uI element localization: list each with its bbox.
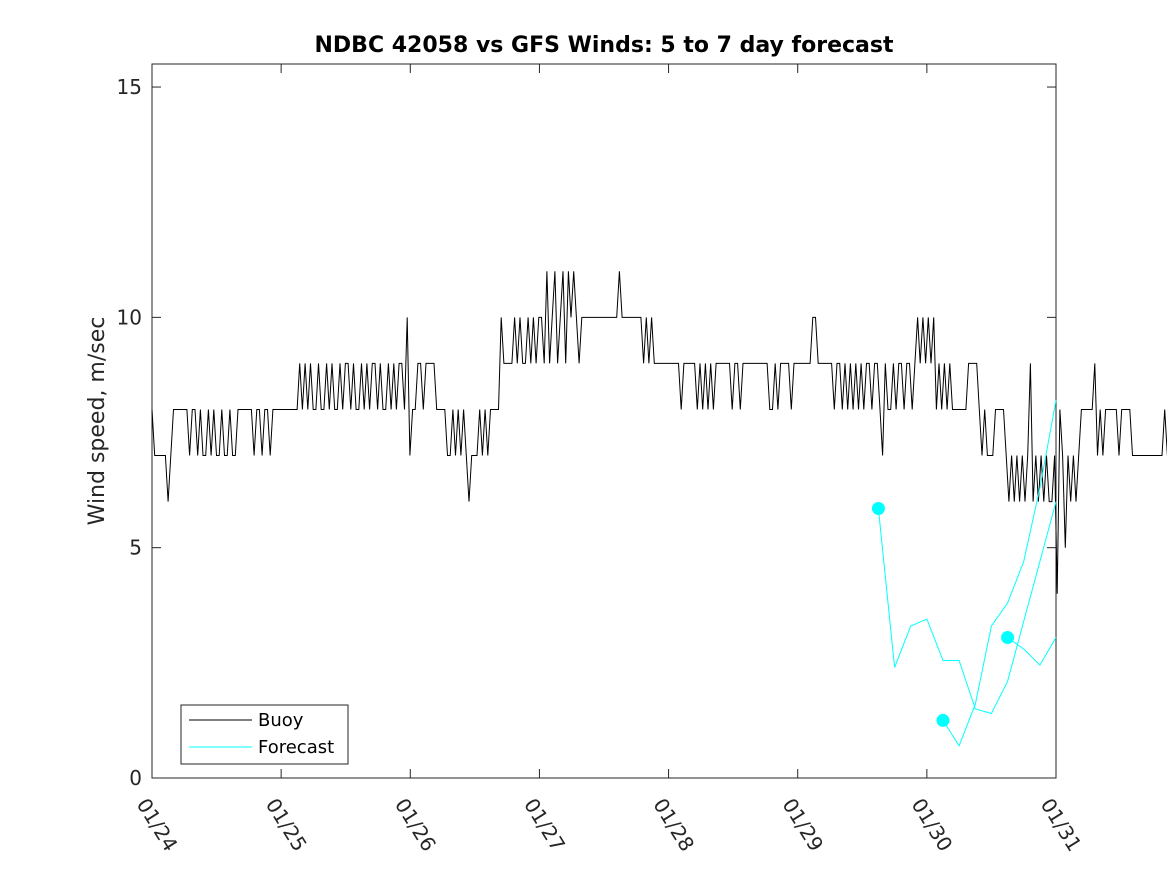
y-tick-labels: 0 5 10 15 (117, 75, 142, 790)
axis-ticks (151, 64, 1057, 779)
chart-title: NDBC 42058 vs GFS Winds: 5 to 7 day fore… (315, 33, 894, 58)
buoy-series-line (151, 271, 1167, 594)
y-tick-label: 15 (117, 75, 142, 99)
y-axis-label: Wind speed, m/sec (85, 317, 110, 526)
series-layer (151, 271, 1167, 747)
forecast-start-marker (871, 502, 885, 516)
forecast-start-marker (936, 713, 950, 727)
forecast-start-marker (1001, 631, 1015, 645)
legend-forecast-label: Forecast (258, 737, 334, 758)
forecast-series-line-3 (1007, 637, 1057, 666)
legend: Buoy Forecast (180, 704, 349, 765)
forecast-series-line-2 (942, 400, 1057, 747)
legend-box (180, 704, 349, 765)
forecast-series-line-1 (877, 501, 1057, 715)
marker-layer (871, 502, 1015, 727)
plot-area (151, 63, 1057, 779)
y-tick-label: 10 (117, 305, 142, 329)
legend-buoy-label: Buoy (258, 710, 304, 731)
y-tick-label: 0 (129, 766, 142, 790)
y-tick-label: 5 (129, 536, 142, 560)
